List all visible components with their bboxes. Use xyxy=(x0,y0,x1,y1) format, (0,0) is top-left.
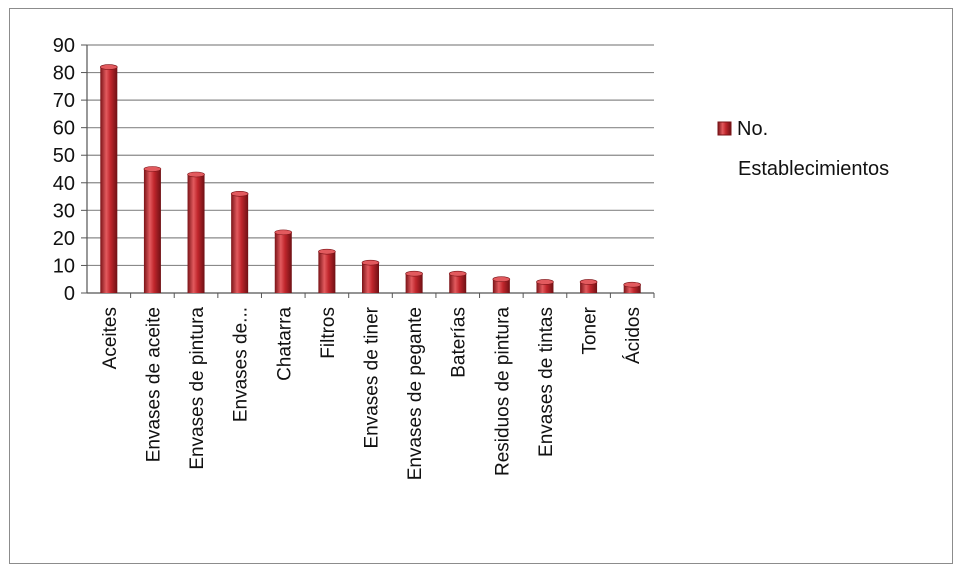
bar-body xyxy=(580,281,598,293)
category-label: Chatarra xyxy=(274,307,295,381)
bar-body xyxy=(362,262,379,293)
bar-cap xyxy=(274,229,293,236)
bar-body xyxy=(623,284,641,293)
bar xyxy=(448,270,467,293)
y-tick-label: 80 xyxy=(53,63,75,85)
bar-cap xyxy=(318,248,336,255)
y-tick-label: 20 xyxy=(53,228,75,250)
bar-body xyxy=(318,251,336,293)
category-label: Envases de tiner xyxy=(362,306,383,448)
bar xyxy=(623,281,641,293)
bars xyxy=(100,64,641,294)
bar xyxy=(579,279,598,293)
bar-cap xyxy=(448,270,467,277)
bar-body xyxy=(100,67,118,294)
bar-body xyxy=(492,279,510,293)
bar xyxy=(492,276,511,293)
bar xyxy=(100,64,118,294)
category-label: Envases de pegante xyxy=(405,307,426,480)
category-label: Toner xyxy=(580,306,601,354)
category-label: Baterías xyxy=(449,307,470,378)
bar xyxy=(274,229,293,293)
legend-swatch xyxy=(717,121,732,136)
bar-body xyxy=(405,273,423,293)
bar-cap xyxy=(405,270,423,277)
category-label: Envases de tintas xyxy=(536,307,557,457)
y-tick-label: 90 xyxy=(53,35,75,57)
y-tick-label: 0 xyxy=(64,283,75,305)
bar-cap xyxy=(579,279,598,285)
bar-cap xyxy=(536,279,554,285)
bar-body xyxy=(274,232,292,293)
legend-label-line-1: No. xyxy=(737,118,768,140)
bar-cap xyxy=(492,276,511,283)
bar xyxy=(405,270,423,293)
category-label: Envases de pintura xyxy=(187,307,208,470)
y-tick-label: 30 xyxy=(53,200,75,222)
y-tick-label: 60 xyxy=(53,118,75,140)
bar-body xyxy=(449,273,467,293)
gridlines xyxy=(87,44,654,267)
category-label: Ácidos xyxy=(623,307,644,364)
bar xyxy=(143,166,162,293)
bar xyxy=(230,191,249,293)
category-label: Envases de aceite xyxy=(143,307,164,462)
bar-cap xyxy=(230,191,249,197)
bar xyxy=(361,259,380,293)
bar-body xyxy=(143,169,161,293)
bar-cap xyxy=(361,259,380,266)
y-tick-label: 40 xyxy=(53,173,75,195)
y-tick-label: 10 xyxy=(53,255,75,277)
category-label: Filtros xyxy=(318,307,339,359)
bar xyxy=(536,279,554,293)
bar-cap xyxy=(187,171,205,178)
category-label: Aceites xyxy=(100,307,121,369)
bar xyxy=(318,248,336,293)
bar-cap xyxy=(100,64,118,70)
y-tick-label: 70 xyxy=(53,90,75,112)
bar-body xyxy=(536,281,554,293)
y-tick-labels: 0 10 20 30 40 50 60 70 80 90 xyxy=(53,35,75,305)
bar-body xyxy=(187,174,205,293)
bar-cap xyxy=(623,281,641,288)
category-label: Residuos de pintura xyxy=(492,307,513,476)
legend-label-line-2: Establecimientos xyxy=(738,158,889,180)
bar-cap xyxy=(143,166,162,172)
category-label: Envases de... xyxy=(231,307,252,422)
category-labels: Aceites Envases de aceite Envases de pintu… xyxy=(100,306,644,480)
bar-body xyxy=(231,193,249,293)
bar xyxy=(187,171,205,293)
y-tick-label: 50 xyxy=(53,145,75,167)
legend: No. Establecimientos xyxy=(717,118,889,180)
